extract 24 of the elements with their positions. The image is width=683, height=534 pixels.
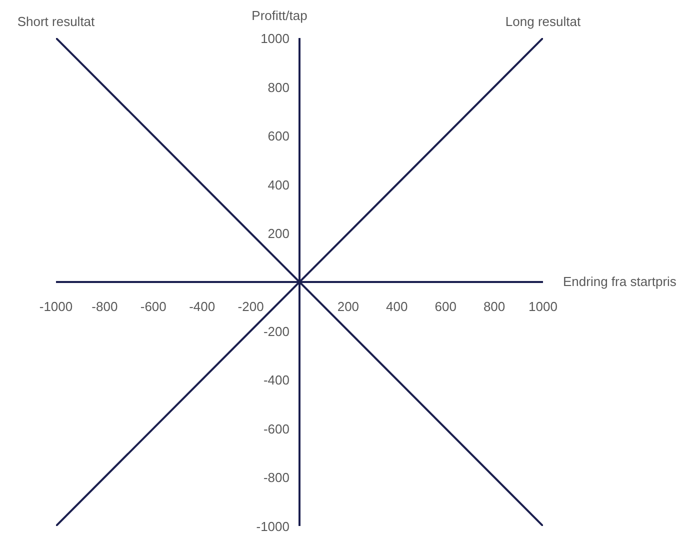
series-label: Short resultat [16, 14, 96, 29]
y-tick-label: -1000 [256, 519, 290, 534]
x-tick-label: 1000 [528, 299, 558, 314]
x-tick-label: -800 [92, 299, 118, 314]
y-tick-label: 400 [268, 177, 290, 192]
x-tick-label: 600 [434, 299, 456, 314]
y-axis-title: Profitt/tap [250, 8, 308, 23]
y-tick-label: -800 [263, 470, 290, 486]
x-tick-label: 200 [337, 299, 360, 314]
y-tick-label: 200 [268, 226, 290, 242]
series-label: Long resultat [504, 14, 582, 29]
y-tick-label: 1000 [260, 31, 290, 46]
x-tick-label: -1000 [39, 299, 73, 314]
x-tick-label: -200 [238, 299, 264, 314]
x-tick-label: 800 [483, 299, 506, 314]
y-tick-label: -200 [263, 324, 290, 339]
x-tick-label: 400 [386, 299, 408, 314]
y-tick-label: -400 [263, 372, 290, 388]
y-tick-label: 800 [268, 80, 290, 95]
x-tick-label: -600 [140, 299, 166, 314]
x-axis-title: Endring fra startpris [563, 274, 676, 289]
y-tick-label: -600 [263, 421, 290, 436]
x-tick-label: -400 [189, 299, 216, 314]
y-tick-label: 600 [268, 128, 290, 144]
